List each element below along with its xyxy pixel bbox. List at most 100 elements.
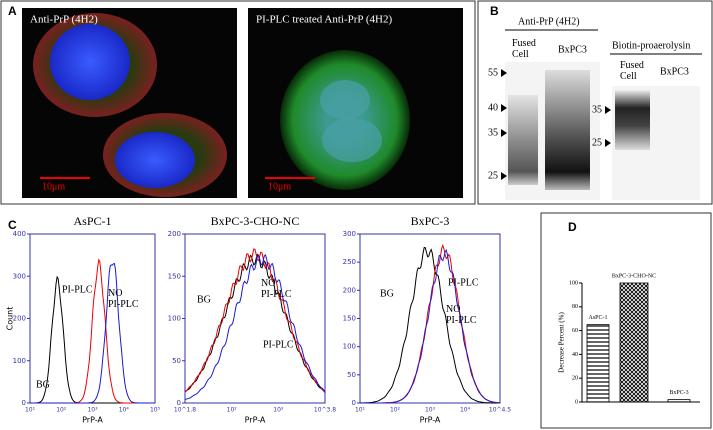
marker-label: 35 [488, 127, 498, 138]
scale-label: 10μm [268, 181, 291, 192]
y-tick-label: 300 [13, 272, 26, 280]
histogram-curve [184, 248, 326, 393]
y-tick-label: 50 [172, 357, 181, 365]
annotation: PI-PLC [263, 339, 294, 350]
y-tick-label: 80 [572, 304, 578, 310]
y-tick-label: 200 [168, 230, 181, 238]
x-tick-label: 10^4.5 [489, 407, 511, 414]
x-tick-label: 10^3.8 [314, 407, 336, 414]
x-tick-label: 10² [390, 407, 401, 414]
x-axis-label: PrP-A [420, 416, 441, 425]
band [508, 95, 538, 185]
panel-label: D [568, 220, 577, 234]
y-tick-label: 300 [343, 230, 356, 238]
annotation: PI-PLC [448, 277, 479, 288]
caption: Anti-PrP (4H2) [30, 14, 98, 26]
marker-label: 25 [592, 137, 602, 148]
y-tick-label: 60 [572, 328, 578, 334]
bar-label: AsPC-1 [588, 315, 607, 321]
panel-frame [540, 212, 712, 429]
y-tick-label: 0 [177, 399, 181, 407]
bar [667, 399, 691, 403]
y-tick-label: 400 [13, 230, 26, 238]
marker-label: 55 [488, 67, 498, 78]
y-tick-label: 100 [343, 343, 356, 351]
y-tick-label: 200 [343, 286, 356, 294]
x-tick-label: 10⁴ [119, 407, 130, 414]
histogram-curve [184, 253, 326, 393]
scale-label: 10μm [42, 181, 65, 192]
y-tick-label: 100 [13, 357, 26, 365]
marker-label: 35 [592, 104, 602, 115]
y-tick-label: 150 [168, 272, 181, 280]
nucleus [320, 80, 370, 120]
marker-arrow [501, 129, 507, 137]
marker-arrow [605, 139, 611, 147]
histogram-curve [360, 246, 500, 404]
chart-title: BxPC-3-CHO-NC [211, 214, 300, 228]
x-tick-label: 10¹ [355, 407, 366, 414]
x-tick-label: 10³ [273, 407, 284, 414]
x-tick-label: 10¹ [25, 407, 36, 414]
x-tick-label: 10³ [425, 407, 436, 414]
lane-label: Fused Cell [620, 60, 644, 82]
nucleus [115, 132, 195, 188]
y-tick-label: 150 [343, 315, 356, 323]
annotation: BG [36, 379, 50, 390]
blot-title: Biotin-proaerolysin [612, 40, 690, 51]
y-tick-label: 100 [569, 280, 578, 286]
panel-label: B [490, 4, 499, 18]
x-tick-label: 10^1.8 [174, 407, 196, 414]
bar-label: BxPC-3 [669, 390, 688, 396]
blot-title: Anti-PrP (4H2) [518, 16, 580, 27]
x-tick-label: 10² [56, 407, 67, 414]
panel-label: C [8, 218, 17, 232]
nucleus [50, 24, 130, 100]
y-tick-label: 100 [168, 315, 181, 323]
panel-frame [477, 0, 713, 205]
chart-title: AsPC-1 [73, 214, 111, 228]
lane-label: Fused Cell [512, 38, 536, 60]
plot-frame [359, 233, 501, 404]
panel-label: A [8, 4, 17, 18]
annotation: NO PI-PLC [261, 278, 292, 300]
marker-arrow [501, 69, 507, 77]
histogram-curve [360, 243, 501, 404]
annotation: NO PI-PLC [108, 288, 139, 310]
annotation: PI-PLC [62, 284, 93, 295]
marker-label: 40 [488, 102, 498, 113]
marker-arrow [605, 106, 611, 114]
y-tick-label: 0 [352, 399, 356, 407]
y-tick-label: 0 [22, 399, 26, 407]
histogram-curve [360, 248, 501, 404]
x-tick-label: 10⁵ [150, 407, 161, 414]
x-tick-label: 10⁴ [460, 407, 471, 414]
annotation: BG [197, 294, 211, 305]
lane-label: BxPC3 [660, 66, 689, 77]
y-axis-label: Decrease Percent (%) [558, 312, 566, 373]
chart-title: BxPC-3 [411, 214, 450, 228]
plot-frame [184, 233, 326, 404]
bar [619, 282, 649, 403]
x-axis-label: PrP-A [82, 416, 103, 425]
band [545, 70, 590, 190]
band [615, 90, 650, 150]
y-tick-label: 0 [575, 399, 578, 405]
y-tick-label: 250 [343, 258, 356, 266]
marker-label: 25 [488, 170, 498, 181]
y-tick-label: 50 [347, 371, 356, 379]
y-tick-label: 200 [13, 315, 26, 323]
y-tick-label: 40 [572, 352, 578, 358]
annotation: NO PI-PLC [446, 304, 477, 326]
histogram-curve [30, 262, 155, 404]
y-axis-label: Count [6, 307, 15, 331]
x-tick-label: 10² [227, 407, 238, 414]
x-axis-label: PrP-A [245, 416, 266, 425]
histogram-curve [184, 253, 326, 401]
marker-arrow [501, 104, 507, 112]
lane-label: BxPC3 [558, 44, 587, 55]
caption: PI-PLC treated Anti-PrP (4H2) [256, 14, 392, 26]
x-tick-label: 10³ [87, 407, 98, 414]
bar-label: BxPC-3-CHO-NC [612, 273, 656, 279]
panel-frame [0, 0, 476, 205]
